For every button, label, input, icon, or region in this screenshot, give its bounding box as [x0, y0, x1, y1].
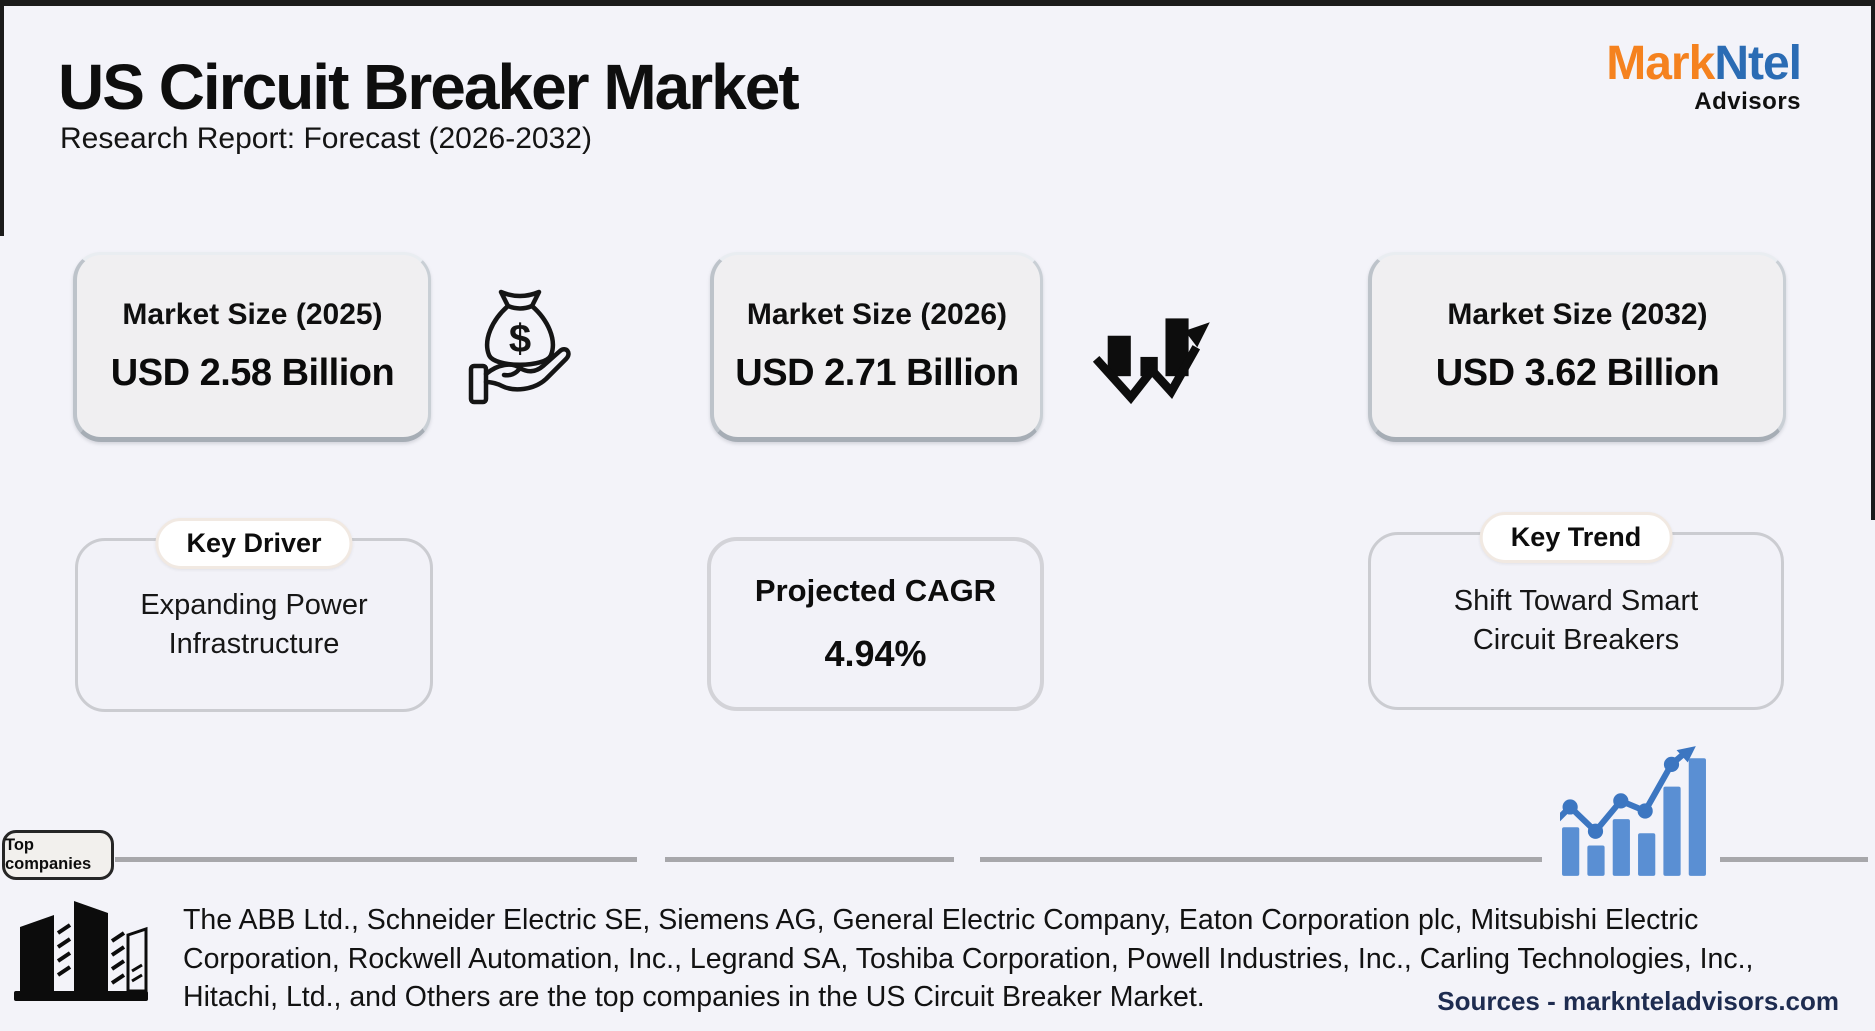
cagr-title: Projected CAGR [754, 573, 997, 608]
market-size-2032-card: Market Size (2032) USD 3.62 Billion [1368, 252, 1786, 442]
companies-line-2: Corporation, Rockwell Automation, Inc., … [183, 942, 1754, 975]
growth-bars-arrow-icon [1093, 318, 1210, 405]
logo-advisors-text: Advisors [1694, 88, 1801, 115]
frame-edge-right [1871, 0, 1875, 520]
key-trend-badge: Key Trend [1479, 512, 1673, 563]
market-size-2026-label: Market Size (2026) [746, 297, 1008, 331]
top-companies-badge: Top companies [2, 830, 114, 880]
market-size-2025-card: Market Size (2025) USD 2.58 Billion [73, 252, 431, 442]
market-size-2025-label: Market Size (2025) [122, 297, 383, 331]
logo-ntel-text: Ntel [1714, 37, 1802, 90]
projected-cagr-card: Projected CAGR 4.94% [707, 537, 1044, 711]
companies-line-3: Hitachi, Ltd., and Others are the top co… [183, 981, 1205, 1013]
frame-edge-top [0, 0, 1875, 6]
key-trend-text: Shift Toward Smart Circuit Breakers [1453, 584, 1699, 656]
divider-segment-4 [1720, 857, 1868, 862]
sources-credit: Sources - marknteladvisors.com [1437, 986, 1839, 1016]
dollar-glyph: $ [509, 317, 531, 361]
top-companies-paragraph: The ABB Ltd., Schneider Electric SE, Sie… [183, 901, 1753, 1017]
blue-bar-chart-trend-icon [1560, 746, 1706, 876]
key-driver-card: Key Driver Expanding Power Infrastructur… [75, 518, 433, 712]
divider-segment-1 [115, 857, 637, 862]
key-driver-text: Expanding Power Infrastructure [140, 588, 368, 660]
market-size-2026-card: Market Size (2026) USD 2.71 Billion [710, 252, 1043, 442]
market-size-2032-value: USD 3.62 Billion [1435, 351, 1720, 394]
markntel-logo: MarkNtel Advisors [1606, 37, 1802, 115]
cagr-value: 4.94% [824, 633, 927, 674]
divider-segment-2 [665, 857, 954, 862]
market-size-2025-value: USD 2.58 Billion [110, 351, 395, 394]
market-size-2032-label: Market Size (2032) [1447, 297, 1708, 331]
market-size-2026-value: USD 2.71 Billion [735, 351, 1019, 394]
key-driver-badge: Key Driver [155, 518, 353, 569]
page-subtitle: Research Report: Forecast (2026-2032) [60, 122, 592, 155]
buildings-icon [14, 901, 148, 1001]
logo-mark-text: Mark [1606, 37, 1715, 90]
frame-edge-left [0, 0, 4, 236]
companies-line-1: The ABB Ltd., Schneider Electric SE, Sie… [183, 904, 1699, 936]
logo-wordmark: MarkNtel [1606, 37, 1802, 90]
key-trend-card: Key Trend Shift Toward Smart Circuit Bre… [1368, 512, 1784, 710]
money-bag-hand-icon: $ [468, 289, 571, 405]
page-title: US Circuit Breaker Market [58, 51, 800, 123]
divider-segment-3 [980, 857, 1542, 862]
